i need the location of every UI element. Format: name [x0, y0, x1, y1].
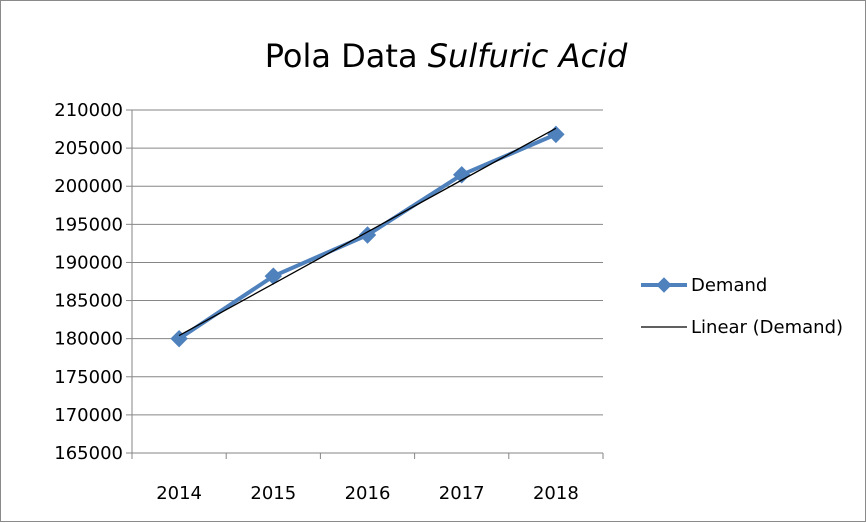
y-tick-label-200000: 200000: [54, 176, 123, 197]
axes: [126, 109, 604, 459]
legend-label-1: Linear (Demand): [691, 317, 843, 338]
y-tick-label-180000: 180000: [54, 329, 123, 350]
x-tick-label-2016: 2016: [345, 483, 391, 504]
y-tick-label-210000: 210000: [54, 100, 123, 121]
legend-marker-0: [656, 277, 672, 293]
y-tick-label-185000: 185000: [54, 291, 123, 312]
series-line-1: [178, 127, 557, 337]
y-tick-label-195000: 195000: [54, 214, 123, 235]
x-tick-label-2014: 2014: [156, 483, 202, 504]
x-tick-label-2017: 2017: [439, 483, 485, 504]
series-layer: [170, 125, 565, 348]
y-tick-labels: 165000 170000 175000 180000 185000 190000 1950…: [54, 100, 123, 464]
chart-title-italic: Sulfuric Acid: [428, 37, 628, 75]
y-tick-label-205000: 205000: [54, 138, 123, 159]
point-0-2017: [452, 166, 471, 184]
y-tick-label-175000: 175000: [54, 367, 123, 388]
gridlines: [132, 109, 603, 416]
x-tick-labels: 2014 2015 2016 2017 2018: [156, 483, 579, 504]
legend: Demand Linear (Demand): [641, 275, 843, 338]
chart-title-plain: Pola Data: [265, 37, 428, 75]
chart-title: Pola Data Sulfuric Acid: [265, 37, 628, 75]
point-0-2014: [170, 329, 188, 348]
y-tick-label-165000: 165000: [54, 443, 123, 464]
y-tick-label-170000: 170000: [54, 405, 123, 426]
y-tick-label-190000: 190000: [54, 252, 123, 273]
point-0-2016: [358, 226, 377, 244]
x-tick-label-2018: 2018: [533, 483, 579, 504]
x-tick-label-2015: 2015: [250, 483, 296, 504]
legend-label-0: Demand: [691, 275, 767, 296]
